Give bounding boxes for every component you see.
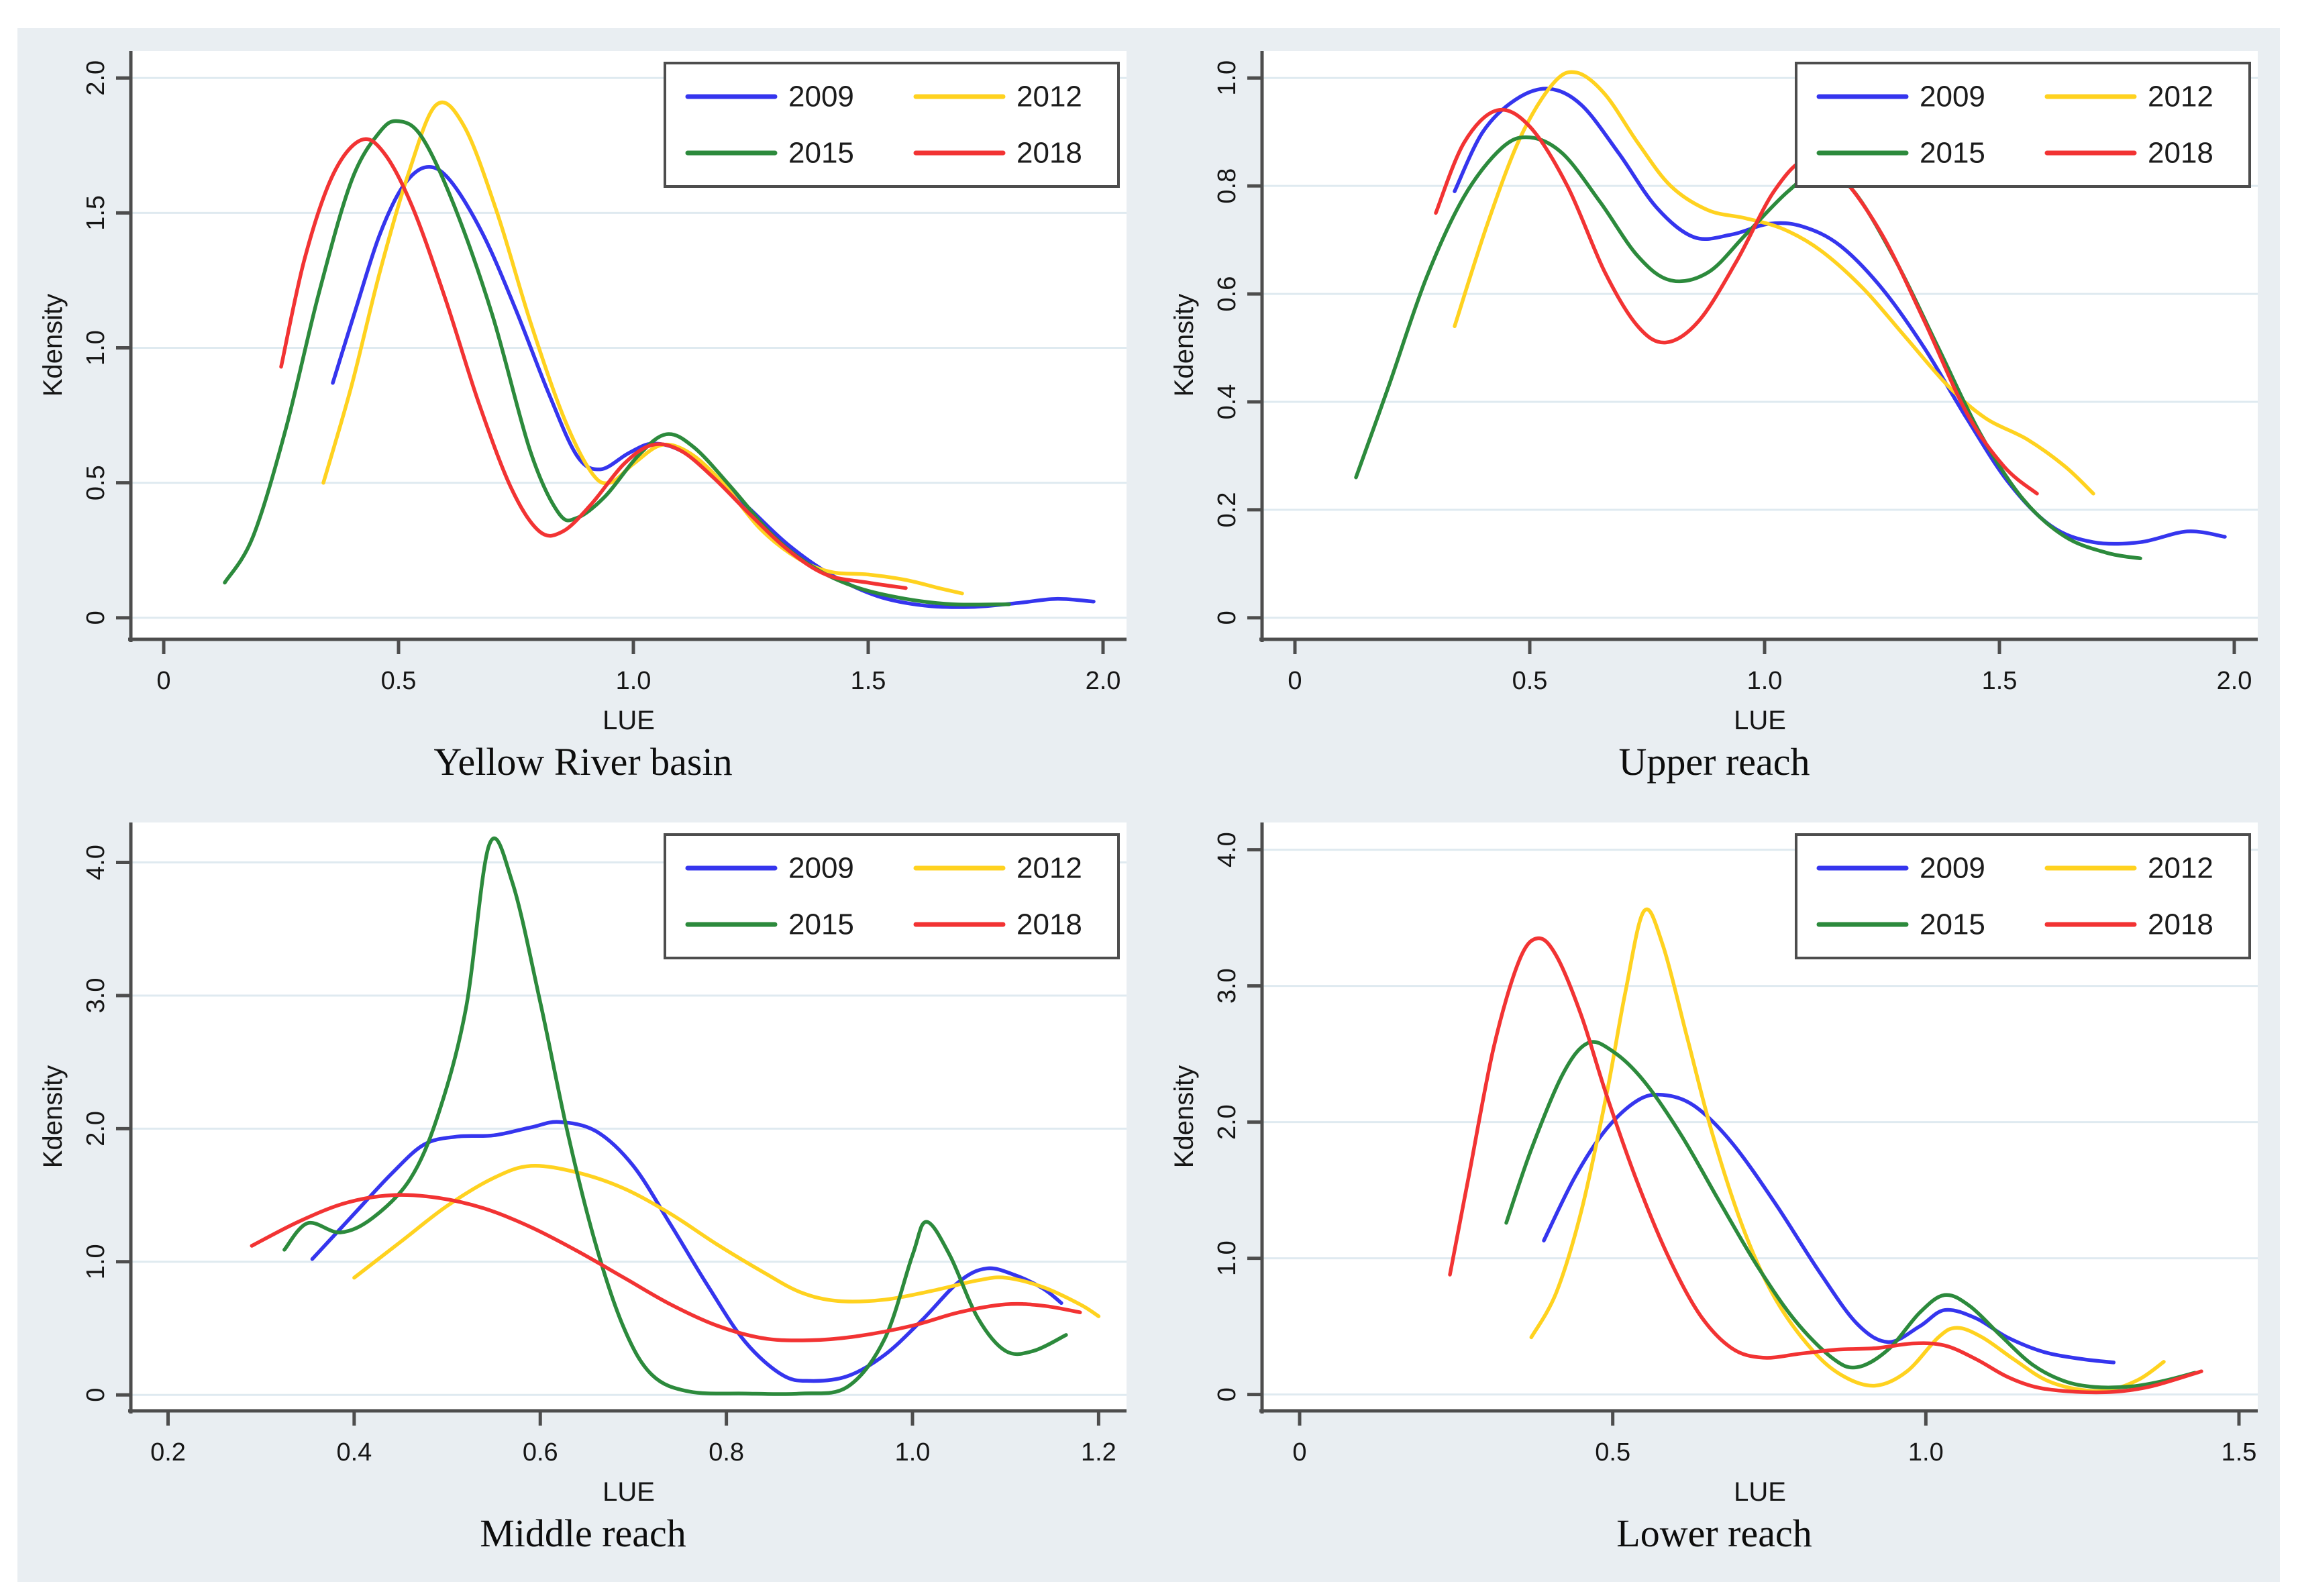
legend-label-2018: 2018 [2148, 908, 2213, 941]
legend-label-2012: 2012 [2148, 81, 2213, 113]
y-axis-title: Kdensity [38, 294, 68, 396]
series-line-2012 [1529, 907, 2166, 1393]
y-tick-label: 0.6 [1213, 276, 1241, 312]
series-line-2009 [1452, 87, 2227, 546]
legend-label-2015: 2015 [1920, 137, 1985, 170]
x-tick-label: 1.5 [2221, 1438, 2256, 1467]
legend-label-2012: 2012 [2148, 852, 2213, 885]
y-tick-label: 1.5 [82, 195, 110, 231]
x-tick-label: 1.0 [894, 1438, 930, 1467]
x-tick-label: 2.0 [1085, 667, 1120, 695]
panel-middle-reach: 0 1.0 2.0 3.0 4.0 0.2 0.4 0.6 0.8 1.0 1.2 LUE Kdensi… [18, 810, 1149, 1558]
chart-lower-reach: 0 1.0 2.0 3.0 4.0 0 0.5 1.0 1.5 LUE Kdensity 2009 20… [1169, 822, 2258, 1507]
legend-label-2009: 2009 [1920, 81, 1985, 113]
chart-middle-reach: 0 1.0 2.0 3.0 4.0 0.2 0.4 0.6 0.8 1.0 1.2 LUE Kdensi… [38, 822, 1127, 1507]
x-tick-label: 0.5 [1512, 667, 1547, 695]
y-tick-label: 0.4 [1213, 384, 1241, 420]
series-line-2009 [330, 165, 1096, 609]
y-tick-label: 4.0 [1213, 832, 1241, 867]
series-line-2018 [278, 137, 908, 590]
legend-box [1794, 62, 2251, 188]
x-tick-label: 0.6 [522, 1438, 558, 1467]
y-tick-label: 0 [82, 1388, 110, 1402]
series-line-2009 [1541, 1092, 2116, 1365]
y-tick-label: 2.0 [82, 1111, 110, 1147]
y-tick-label: 1.0 [82, 1244, 110, 1279]
x-tick-label: 1.0 [615, 667, 651, 695]
legend-box [663, 833, 1120, 959]
legend-label-2015: 2015 [1920, 908, 1985, 941]
series-line-2018 [250, 1193, 1082, 1342]
legend-box [1794, 833, 2251, 959]
y-tick-label: 0.2 [1213, 492, 1241, 527]
x-tick-label: 1.0 [1746, 667, 1782, 695]
y-tick-label: 4.0 [82, 845, 110, 880]
y-tick-label: 2.0 [1213, 1104, 1241, 1140]
panel-upper-reach: 0 0.2 0.4 0.6 0.8 1.0 0 0.5 1.0 1.5 2.0 LUE Kdensity… [1149, 39, 2280, 787]
legend-label-2009: 2009 [788, 81, 854, 113]
x-tick-label: 0.4 [336, 1438, 372, 1467]
series-line-2012 [321, 100, 964, 596]
x-tick-label: 0.8 [709, 1438, 744, 1467]
y-tick-label: 0.8 [1213, 168, 1241, 204]
x-tick-label: 0.2 [150, 1438, 186, 1467]
x-tick-label: 0.5 [1595, 1438, 1630, 1467]
y-tick-label: 0.5 [82, 465, 110, 500]
x-axis-title: LUE [603, 1477, 655, 1507]
y-tick-label: 2.0 [82, 60, 110, 96]
panel-title-yellow-river-basin: Yellow River basin [433, 740, 733, 784]
y-axis-title: Kdensity [1169, 1065, 1199, 1168]
y-tick-label: 0 [82, 610, 110, 625]
panel-title-lower-reach: Lower reach [1616, 1511, 1812, 1555]
series-line-2009 [310, 1120, 1063, 1383]
series-line-2012 [1452, 70, 2095, 496]
legend-label-2012: 2012 [1016, 81, 1082, 113]
x-tick-label: 0 [156, 667, 170, 695]
legend-label-2009: 2009 [788, 852, 854, 885]
legend-label-2018: 2018 [2148, 137, 2213, 170]
y-tick-label: 1.0 [82, 330, 110, 366]
series-line-2012 [352, 1163, 1100, 1318]
kdensity-figure: 0 0.5 1.0 1.5 2.0 0 0.5 1.0 1.5 2.0 LUE Kdensity 200… [17, 28, 2280, 1582]
x-axis-title: LUE [1734, 706, 1786, 735]
panel-title-middle-reach: Middle reach [480, 1511, 686, 1555]
x-tick-label: 1.5 [850, 667, 886, 695]
x-tick-label: 1.0 [1908, 1438, 1943, 1467]
series-line-2015 [282, 836, 1068, 1396]
x-tick-label: 0 [1288, 667, 1302, 695]
y-tick-label: 0 [1213, 1387, 1241, 1401]
chart-upper-reach: 0 0.2 0.4 0.6 0.8 1.0 0 0.5 1.0 1.5 2.0 LUE Kdensity… [1169, 51, 2258, 735]
legend-label-2018: 2018 [1016, 137, 1082, 170]
x-tick-label: 1.2 [1080, 1438, 1116, 1467]
x-axis-title: LUE [603, 706, 655, 735]
y-axis-title: Kdensity [1169, 294, 1199, 396]
y-tick-label: 0 [1213, 610, 1241, 625]
legend-box [663, 62, 1120, 188]
legend-label-2012: 2012 [1016, 852, 1082, 885]
legend-label-2018: 2018 [1016, 908, 1082, 941]
y-tick-label: 1.0 [1213, 60, 1241, 96]
panel-lower-reach: 0 1.0 2.0 3.0 4.0 0 0.5 1.0 1.5 LUE Kdensity 2009 20… [1149, 810, 2280, 1558]
x-tick-label: 1.5 [1981, 667, 2017, 695]
legend-label-2015: 2015 [788, 137, 854, 170]
legend-label-2009: 2009 [1920, 852, 1985, 885]
y-tick-label: 3.0 [1213, 968, 1241, 1004]
legend-label-2015: 2015 [788, 908, 854, 941]
y-tick-label: 3.0 [82, 978, 110, 1014]
y-axis-title: Kdensity [38, 1065, 68, 1168]
series-line-2018 [1433, 107, 2039, 496]
series-line-2015 [1504, 1040, 2197, 1389]
x-tick-label: 0.5 [380, 667, 416, 695]
panel-yellow-river-basin: 0 0.5 1.0 1.5 2.0 0 0.5 1.0 1.5 2.0 LUE Kdensity 200… [18, 39, 1149, 787]
x-axis-title: LUE [1734, 1477, 1786, 1507]
x-tick-label: 0 [1292, 1438, 1306, 1467]
panel-title-upper-reach: Upper reach [1618, 740, 1810, 784]
y-tick-label: 1.0 [1213, 1240, 1241, 1276]
x-tick-label: 2.0 [2216, 667, 2252, 695]
chart-yellow-river-basin: 0 0.5 1.0 1.5 2.0 0 0.5 1.0 1.5 2.0 LUE Kdensity 200… [38, 51, 1127, 735]
series-line-2018 [1447, 936, 2203, 1395]
